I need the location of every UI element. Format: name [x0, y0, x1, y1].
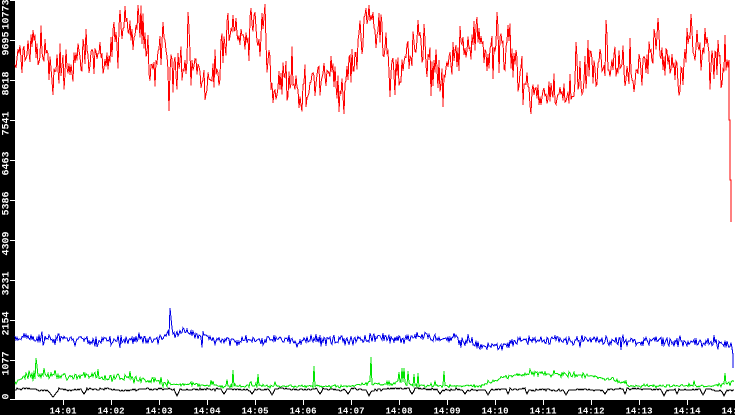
svg-text:10773: 10773 — [2, 0, 13, 30]
svg-text:3231: 3231 — [2, 271, 13, 295]
svg-text:14:09: 14:09 — [433, 407, 460, 415]
svg-text:6463: 6463 — [2, 151, 13, 175]
svg-text:14:13: 14:13 — [625, 407, 652, 415]
svg-text:7541: 7541 — [2, 111, 13, 135]
svg-text:14:15: 14:15 — [721, 407, 735, 415]
svg-text:14:06: 14:06 — [289, 407, 316, 415]
svg-text:8618: 8618 — [2, 71, 13, 95]
svg-text:0: 0 — [2, 393, 13, 399]
svg-text:1077: 1077 — [2, 351, 13, 375]
svg-text:14:10: 14:10 — [481, 407, 508, 415]
svg-text:14:11: 14:11 — [529, 407, 557, 415]
svg-text:14:02: 14:02 — [97, 407, 124, 415]
svg-text:4309: 4309 — [2, 231, 13, 255]
svg-text:5386: 5386 — [2, 191, 13, 215]
svg-text:14:08: 14:08 — [385, 407, 412, 415]
svg-text:9695: 9695 — [2, 31, 13, 55]
svg-text:14:05: 14:05 — [241, 407, 268, 415]
svg-text:14:14: 14:14 — [673, 407, 701, 415]
svg-text:14:04: 14:04 — [193, 407, 221, 415]
svg-text:14:01: 14:01 — [49, 407, 77, 415]
svg-text:2154: 2154 — [2, 311, 13, 335]
svg-text:14:12: 14:12 — [577, 407, 604, 415]
svg-text:14:03: 14:03 — [145, 407, 172, 415]
svg-text:14:07: 14:07 — [337, 407, 364, 415]
